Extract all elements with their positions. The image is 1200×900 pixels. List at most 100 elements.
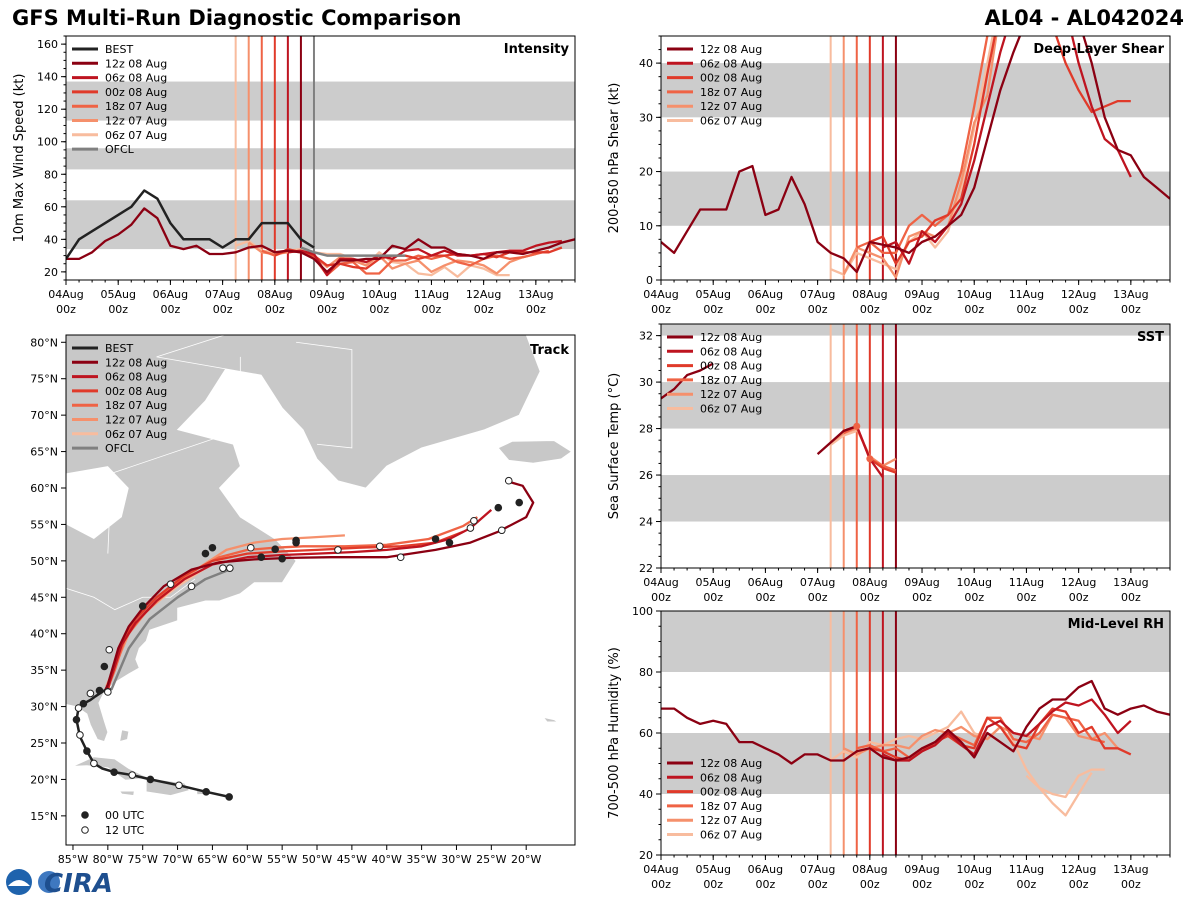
- x-tick-sublabel: 00z: [369, 303, 389, 316]
- x-tick-label: 05Aug: [695, 576, 730, 589]
- x-tick-label: 11Aug: [1009, 288, 1044, 301]
- best-marker: [83, 747, 91, 755]
- marker-legend-swatch: [81, 811, 89, 819]
- x-tick-sublabel: 00z: [1017, 591, 1037, 604]
- x-tick-label: 20°W: [511, 853, 541, 866]
- x-tick-label: 30°W: [441, 853, 471, 866]
- legend-label: 06z 07 Aug: [700, 829, 762, 842]
- x-tick-label: 06Aug: [748, 863, 783, 876]
- plot-area: [661, 611, 1170, 855]
- iceland-land: [497, 440, 573, 464]
- forecast-marker: [334, 546, 342, 554]
- x-tick-sublabel: 00z: [108, 303, 128, 316]
- y-tick-label: 25°N: [30, 737, 58, 750]
- x-tick-label: 60°W: [232, 853, 262, 866]
- x-tick-label: 65°W: [197, 853, 227, 866]
- panel-intensity: 20 40 60 80 100 120 140 160 04Aug 00z 05Aug 00z 06Au…: [12, 35, 576, 316]
- forecast-marker: [271, 545, 279, 554]
- x-tick-label: 06Aug: [748, 288, 783, 301]
- x-tick-label: 06Aug: [748, 576, 783, 589]
- x-tick-sublabel: 00z: [1121, 878, 1141, 891]
- x-tick-label: 10Aug: [956, 576, 991, 589]
- legend-label: 12z 08 Aug: [105, 57, 167, 70]
- x-tick-sublabel: 00z: [703, 591, 723, 604]
- y-tick-label: 10: [639, 220, 653, 233]
- series-line: [843, 713, 1119, 756]
- y-tick-label: 75°N: [30, 373, 58, 386]
- x-tick-sublabel: 00z: [912, 303, 932, 316]
- forecast-marker: [375, 542, 384, 551]
- legend-label: OFCL: [105, 442, 135, 455]
- storm-id: AL04 - AL042024: [984, 6, 1185, 30]
- forecast-marker: [497, 526, 506, 535]
- y-tick-label: 40: [639, 788, 653, 801]
- x-tick-sublabel: 00z: [756, 591, 776, 604]
- globe-icon: [38, 871, 60, 893]
- cira-logo: CIRA: [6, 869, 113, 898]
- y-tick-label: 100: [37, 136, 58, 149]
- x-tick-label: 55°W: [267, 853, 297, 866]
- y-tick-label: 45°N: [30, 591, 58, 604]
- x-tick-label: 12Aug: [1061, 576, 1096, 589]
- y-tick-label: 100: [632, 605, 653, 618]
- x-tick-sublabel: 00z: [651, 878, 671, 891]
- legend-label: 12z 07 Aug: [700, 814, 762, 827]
- x-tick-label: 10Aug: [361, 288, 396, 301]
- x-tick-label: 13Aug: [518, 288, 553, 301]
- panel-track: 85°W 80°W 75°W 70°W 65°W 60°W 55°W 50°W 45°W 40°W…: [30, 334, 576, 866]
- shaded-band: [661, 171, 1170, 226]
- y-tick-label: 30: [639, 111, 653, 124]
- x-tick-label: 35°W: [406, 853, 436, 866]
- cira-logo-text: CIRA: [44, 869, 113, 898]
- x-tick-label: 11Aug: [414, 288, 449, 301]
- x-tick-label: 08Aug: [852, 863, 887, 876]
- x-tick-label: 04Aug: [48, 288, 83, 301]
- border-line: [66, 578, 196, 611]
- border-line: [296, 341, 353, 449]
- panel-title: Deep-Layer Shear: [1033, 42, 1164, 57]
- x-tick-label: 08Aug: [852, 576, 887, 589]
- x-tick-sublabel: 00z: [422, 303, 442, 316]
- map-area: [66, 335, 575, 845]
- x-tick-sublabel: 00z: [1017, 303, 1037, 316]
- forecast-marker: [219, 564, 227, 572]
- series-line: [869, 36, 1131, 265]
- x-tick-sublabel: 00z: [651, 591, 671, 604]
- y-tick-label: 60°N: [30, 482, 58, 495]
- y-axis-label: 10m Max Wind Speed (kt): [12, 74, 27, 243]
- x-tick-label: 09Aug: [904, 863, 939, 876]
- y-tick-label: 120: [37, 103, 58, 116]
- x-tick-sublabel: 00z: [526, 303, 546, 316]
- y-tick-label: 55°N: [30, 518, 58, 531]
- forecast-marker: [187, 582, 196, 591]
- x-tick-label: 05Aug: [695, 288, 730, 301]
- x-tick-sublabel: 00z: [317, 303, 337, 316]
- legend-label: 06z 08 Aug: [105, 371, 167, 384]
- x-tick-sublabel: 00z: [808, 878, 828, 891]
- x-tick-sublabel: 00z: [860, 591, 880, 604]
- forecast-marker: [201, 549, 210, 558]
- x-tick-label: 05Aug: [695, 863, 730, 876]
- x-tick-sublabel: 00z: [756, 878, 776, 891]
- forecast-marker: [257, 553, 266, 562]
- y-tick-label: 26: [639, 469, 653, 482]
- x-tick-label: 09Aug: [309, 288, 344, 301]
- legend-label: 18z 07 Aug: [700, 800, 762, 813]
- x-tick-label: 75°W: [128, 853, 158, 866]
- y-tick-label: 60: [44, 201, 58, 214]
- y-tick-label: 22: [639, 562, 653, 575]
- best-marker: [128, 771, 137, 779]
- y-tick-label: 0: [646, 274, 653, 287]
- y-tick-label: 20°N: [30, 773, 58, 786]
- series-line: [830, 429, 858, 446]
- legend-label: 18z 07 Aug: [700, 86, 762, 99]
- panel-shear: 0 10 20 30 40 04Aug 00z 05Aug 00z 06Aug 00z 07Aug 00…: [607, 35, 1171, 316]
- x-tick-label: 07Aug: [800, 576, 835, 589]
- marker-legend-label: 12 UTC: [105, 824, 145, 837]
- x-tick-label: 08Aug: [257, 288, 292, 301]
- x-tick-sublabel: 00z: [1069, 591, 1089, 604]
- best-marker: [95, 686, 104, 695]
- panel-rh: 20 40 60 80 100 04Aug 00z 05Aug 00z 06Aug 00z 07Aug…: [607, 605, 1171, 891]
- legend-label: 12z 08 Aug: [700, 757, 762, 770]
